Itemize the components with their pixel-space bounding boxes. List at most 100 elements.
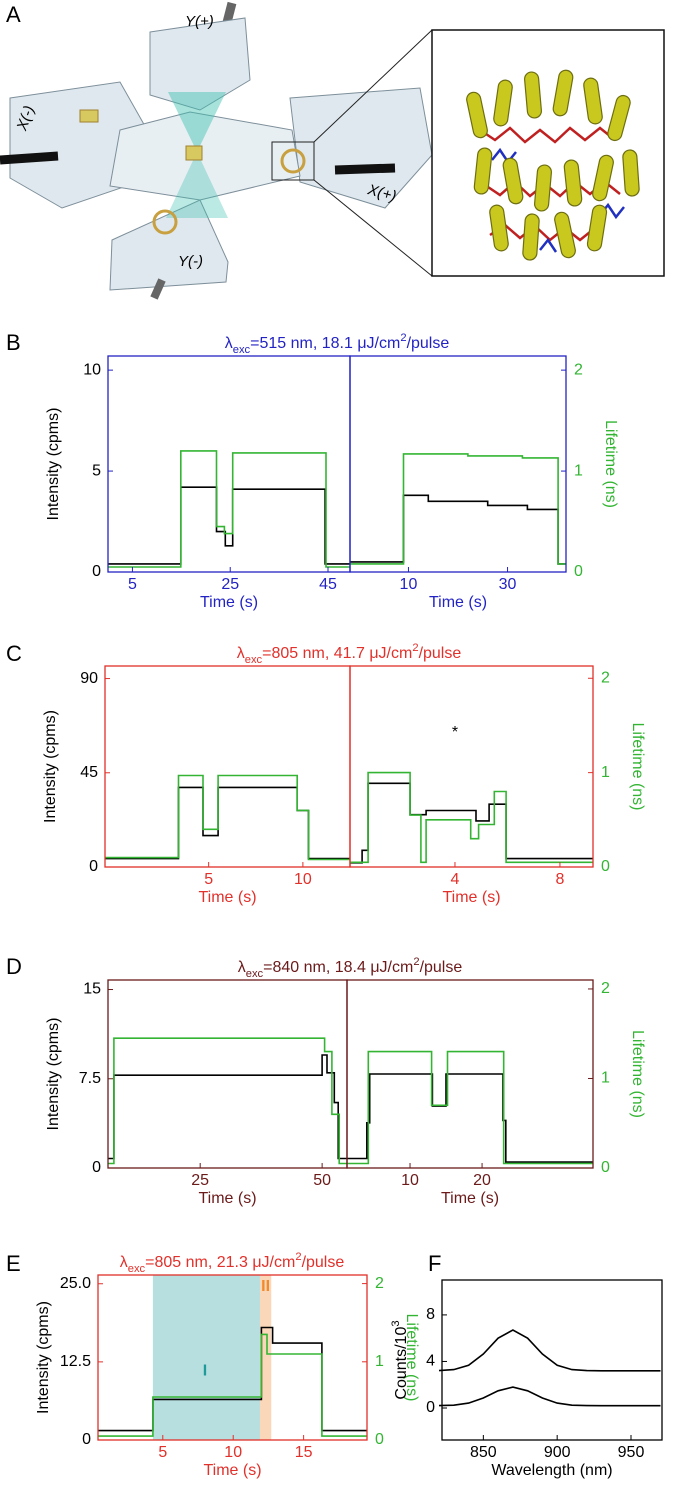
chart-title-part: exc (128, 1263, 146, 1275)
series-line (108, 486, 350, 565)
panel-a-illustration: Y(+) X(-) X(+) Y(-) (0, 1, 665, 300)
series-line (108, 1037, 347, 1165)
x-axis-label: Time (s) (203, 1462, 261, 1479)
y2-tick-label: 2 (574, 361, 583, 378)
panel-letter: B (6, 330, 21, 355)
chart-title-part: exc (245, 654, 263, 666)
highlight-span (259, 1275, 272, 1440)
chart-title-part: =805 nm, 21.3 μJ/cm (145, 1254, 295, 1271)
y-tick-label: 10 (83, 361, 101, 378)
y-tick-label: 45 (80, 764, 98, 781)
y-tick-label: 12.5 (60, 1353, 91, 1370)
x-tick-label: 900 (544, 1444, 571, 1461)
series-line (438, 1386, 661, 1407)
y-tick-label: 25.0 (60, 1275, 91, 1292)
x-tick-label: 5 (158, 1444, 167, 1461)
y-tick-label: 0 (426, 1399, 435, 1416)
y2-tick-label: 0 (601, 1159, 610, 1176)
chart-title-part: λ (120, 1254, 128, 1271)
x-tick-label: 15 (295, 1444, 313, 1461)
chart-title-part: /pulse (420, 959, 463, 976)
y-tick-label: 0 (92, 1159, 101, 1176)
chart-title-part: 2 (400, 332, 406, 344)
series-line (350, 494, 566, 565)
y-axis-label: Counts/103 (390, 1320, 410, 1399)
y-tick-label: 0 (82, 1431, 91, 1448)
x-tick-label: 5 (128, 576, 137, 593)
x-axis-label: Time (s) (198, 889, 256, 906)
wire (0, 151, 59, 165)
plot-frame (349, 665, 594, 868)
chart-title: λexc=840 nm, 18.4 μJ/cm2/pulse (238, 956, 463, 980)
y-tick-label: 0 (92, 563, 101, 580)
x-axis-label: Time (s) (200, 594, 258, 611)
y-axis-label: Intensity (cpms) (42, 710, 59, 823)
panel-letter: F (428, 1251, 441, 1276)
chart-title-part: λ (237, 645, 245, 662)
chart-title-part: /pulse (302, 1254, 345, 1271)
laser-cone (168, 92, 226, 152)
channel-arm (289, 87, 433, 209)
zoom-line (313, 179, 433, 277)
x-tick-label: 10 (294, 871, 312, 888)
y2-axis-label: Lifetime (ns) (602, 420, 619, 508)
y-tick-label: 4 (426, 1353, 435, 1370)
x-tick-label: 50 (313, 1172, 331, 1189)
plot-frame (346, 979, 594, 1169)
series-line (105, 774, 350, 861)
x-axis-label: Time (s) (198, 1190, 256, 1207)
series-line (350, 782, 593, 864)
chart-title-part: λ (238, 959, 246, 976)
series-line (350, 453, 566, 565)
y-axis-label: Intensity (cpms) (45, 408, 62, 521)
y-tick-label: 8 (426, 1306, 435, 1323)
particle (79, 109, 99, 123)
y-axis-label-part: Counts/10 (393, 1327, 410, 1400)
x-tick-label: 8 (555, 871, 564, 888)
chart-title-part: =805 nm, 41.7 μJ/cm (262, 645, 412, 662)
x-tick-label: 4 (451, 871, 460, 888)
annotation: * (452, 724, 458, 741)
y2-tick-label: 0 (601, 858, 610, 875)
chart-title-part: /pulse (407, 335, 450, 352)
annotation: II (261, 1278, 270, 1295)
x-tick-label: 25 (191, 1172, 209, 1189)
particle (280, 148, 306, 174)
particle (185, 145, 203, 161)
laser-cone (166, 152, 228, 218)
plot-frame (107, 979, 348, 1169)
x-axis-label: Time (s) (442, 889, 500, 906)
x-tick-label: 850 (470, 1444, 497, 1461)
y2-tick-label: 1 (574, 462, 583, 479)
series-line (98, 1333, 367, 1437)
chart-title-part: /pulse (419, 645, 462, 662)
x-tick-label: 10 (400, 576, 418, 593)
x-tick-label: 10 (224, 1444, 242, 1461)
series-line (347, 1073, 593, 1163)
series-line (108, 1054, 347, 1160)
x-tick-label: 20 (473, 1172, 491, 1189)
y-axis-label: Intensity (cpms) (35, 1301, 52, 1414)
y2-tick-label: 1 (601, 1070, 610, 1087)
y-axis-label: Intensity (cpms) (45, 1018, 62, 1131)
series-line (108, 450, 350, 568)
y-tick-label: 90 (80, 670, 98, 687)
x-tick-label: 30 (499, 576, 517, 593)
channel-center (109, 111, 301, 201)
y2-tick-label: 0 (574, 563, 583, 580)
wire (334, 163, 396, 175)
x-tick-label: 5 (204, 871, 213, 888)
x-tick-label: 45 (319, 576, 337, 593)
chart-title-part: 2 (412, 642, 418, 654)
y-tick-label: 5 (92, 462, 101, 479)
highlight-span (152, 1275, 260, 1440)
helices (466, 69, 640, 261)
panel-letter: A (6, 2, 21, 27)
chart-title-part: 2 (413, 956, 419, 968)
y-tick-label: 7.5 (79, 1070, 101, 1087)
zoom-line (313, 29, 433, 143)
y2-tick-label: 2 (601, 980, 610, 997)
x-tick-label: 10 (401, 1172, 419, 1189)
plot-frame (97, 1274, 368, 1441)
x-tick-label: 25 (221, 576, 239, 593)
